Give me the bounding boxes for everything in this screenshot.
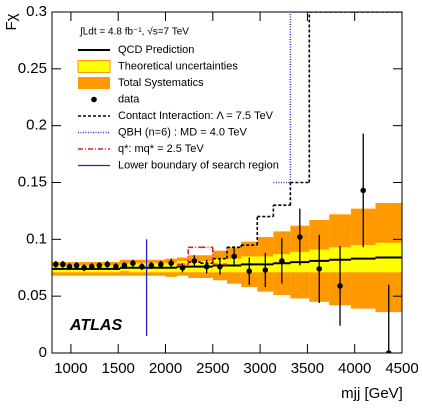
data-point (231, 253, 237, 260)
legend-label: Lower boundary of search region (118, 159, 279, 171)
legend-label: q*: mq* = 2.5 TeV (118, 143, 204, 155)
legend-box (78, 77, 110, 89)
legend-box (77, 60, 111, 73)
data-point (316, 266, 323, 272)
data-point (246, 268, 253, 274)
data-point (88, 263, 95, 270)
data-point (279, 258, 285, 264)
y-tick-label: 0.2 (26, 117, 47, 134)
legend-label: Contact Interaction: Λ = 7.5 TeV (118, 110, 274, 122)
data-point (81, 264, 87, 271)
data-point (73, 262, 80, 269)
legend-label: QCD Prediction (118, 44, 194, 56)
y-tick-label: 0.15 (18, 173, 47, 190)
legend-label: data (118, 93, 140, 105)
y-axis-label: Fχ (3, 13, 20, 30)
data-point (168, 260, 174, 267)
data-point (360, 187, 367, 194)
x-tick-label: 1500 (102, 360, 135, 377)
data-point (113, 263, 119, 270)
data-point (139, 263, 145, 270)
x-axis-label: mjj [GeV] (341, 385, 403, 402)
x-tick-label: 4500 (385, 360, 418, 377)
y-tick-label: 0.1 (26, 230, 47, 247)
data-point (337, 283, 343, 289)
y-tick-label: 0.05 (18, 287, 47, 304)
x-tick-label: 3000 (243, 360, 276, 377)
data-point (191, 258, 198, 264)
data-point (52, 261, 59, 268)
data-point (96, 262, 103, 269)
data-point (217, 263, 223, 270)
data-point (104, 261, 111, 268)
data-point (130, 260, 136, 267)
data-point (179, 264, 186, 271)
legend-point (91, 96, 97, 103)
data-point (121, 262, 128, 269)
legend-label: Total Systematics (118, 77, 204, 89)
legend-label: QBH (n=6) : MD = 4.0 TeV (118, 126, 247, 138)
x-tick-label: 3500 (291, 360, 324, 377)
data-point (66, 263, 73, 270)
x-tick-label: 4000 (338, 360, 371, 377)
annotation: ∫Ldt = 4.8 fb⁻¹, √s=7 TeV (79, 26, 189, 38)
x-tick-label: 2500 (196, 360, 229, 377)
plot-area (52, 12, 402, 353)
data-point (157, 261, 164, 268)
data-point (148, 262, 155, 269)
y-tick-label: 0.25 (18, 60, 47, 77)
data-point (385, 350, 392, 353)
y-tick-label: 0.3 (26, 3, 47, 20)
y-tick-label: 0 (39, 344, 47, 361)
data-point (297, 234, 303, 240)
data-point (262, 267, 269, 273)
data-point (203, 263, 210, 270)
legend-label: Theoretical uncertainties (118, 60, 238, 72)
experiment-label: ATLAS (69, 317, 122, 334)
x-tick-label: 1000 (54, 360, 87, 377)
data-point (60, 261, 66, 268)
x-tick-label: 2000 (149, 360, 182, 377)
